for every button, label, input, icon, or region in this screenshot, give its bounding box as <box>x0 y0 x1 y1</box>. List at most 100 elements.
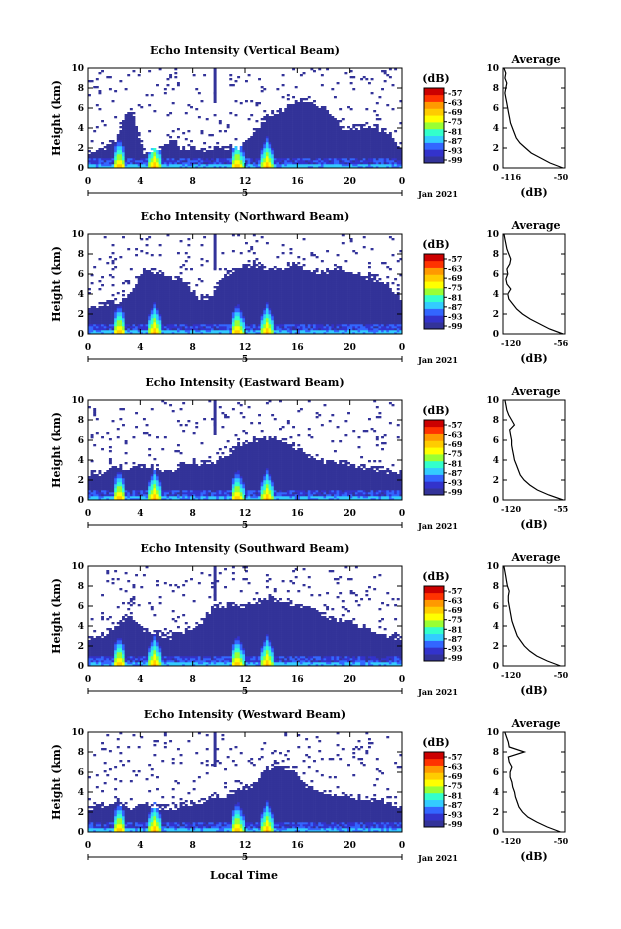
heatmap-cell <box>273 292 277 295</box>
heatmap-cell <box>229 290 233 293</box>
heatmap-cell <box>184 330 188 333</box>
heatmap-cell <box>357 140 361 143</box>
heatmap-cell <box>247 264 251 267</box>
heatmap-cell <box>263 136 267 139</box>
heatmap-cell <box>176 162 180 165</box>
heatmap-cell <box>265 272 269 275</box>
heatmap-cell <box>250 144 254 147</box>
heatmap-cell <box>234 146 238 149</box>
heatmap-cell <box>208 328 212 331</box>
heatmap-cell <box>273 164 277 167</box>
heatmap-cell <box>305 108 309 111</box>
heatmap-cell <box>305 314 309 317</box>
heatmap-cell <box>265 320 269 323</box>
heatmap-cell <box>320 152 324 155</box>
heatmap-cell <box>250 142 254 145</box>
heatmap-cell <box>276 122 280 125</box>
heatmap-cell <box>166 146 170 149</box>
heatmap-cell <box>190 298 193 301</box>
heatmap-cell <box>375 138 379 141</box>
heatmap-cell <box>150 286 154 289</box>
heatmap-cell <box>381 162 384 165</box>
heatmap-cell <box>226 300 230 303</box>
heatmap-cell <box>352 130 356 133</box>
heatmap-cell <box>305 288 309 291</box>
heatmap-cell <box>375 160 379 163</box>
heatmap-cell <box>187 328 191 331</box>
heatmap-cell <box>318 136 322 139</box>
heatmap-cell <box>122 306 125 309</box>
heatmap-cell <box>307 320 311 323</box>
heatmap-cell <box>271 110 275 113</box>
heatmap-cell <box>305 106 309 109</box>
heatmap-cell <box>153 156 157 159</box>
heatmap-cell <box>258 152 261 155</box>
heatmap-cell <box>294 156 298 159</box>
heatmap-cell <box>127 280 131 283</box>
heatmap-cell <box>328 140 332 143</box>
heatmap-cell <box>242 312 246 315</box>
heatmap-cell <box>294 266 298 269</box>
heatmap-cell <box>95 312 99 315</box>
heatmap-cell <box>315 166 319 169</box>
heatmap-cell <box>268 138 272 141</box>
heatmap-cell <box>305 276 309 279</box>
heatmap-cell <box>229 328 233 331</box>
heatmap-cell <box>258 278 261 281</box>
heatmap-cell <box>153 290 157 293</box>
heatmap-cell <box>320 316 324 319</box>
heatmap-cell <box>292 286 296 289</box>
heatmap-cell <box>163 278 167 281</box>
heatmap-cell <box>224 150 227 153</box>
heatmap-cell <box>331 88 335 91</box>
heatmap-cell <box>101 318 104 321</box>
heatmap-cell <box>305 306 309 309</box>
heatmap-cell <box>122 316 125 319</box>
heatmap-cell <box>260 144 264 147</box>
heatmap-cell <box>166 286 170 289</box>
heatmap-cell <box>386 74 390 77</box>
heatmap-cell <box>226 152 230 155</box>
heatmap-cell <box>103 310 107 313</box>
heatmap-cell <box>265 290 269 293</box>
heatmap-cell <box>132 158 136 161</box>
heatmap-cell <box>396 164 400 167</box>
heatmap-cell <box>101 310 104 313</box>
heatmap-cell <box>347 142 350 145</box>
heatmap-cell <box>176 314 180 317</box>
heatmap-cell <box>184 252 188 255</box>
heatmap-cell <box>289 302 293 305</box>
heatmap-cell <box>218 304 222 307</box>
heatmap-cell <box>187 298 191 301</box>
heatmap-cell <box>294 130 298 133</box>
heatmap-cell <box>161 290 165 293</box>
heatmap-cell <box>289 130 293 133</box>
heatmap-cell <box>192 316 196 319</box>
heatmap-cell <box>174 322 178 325</box>
heatmap-cell <box>318 292 322 295</box>
heatmap-cell <box>122 328 125 331</box>
heatmap-cell <box>98 328 102 331</box>
heatmap-cell <box>258 268 261 271</box>
heatmap-cell <box>163 282 167 285</box>
heatmap-cell <box>260 272 264 275</box>
heatmap-cell <box>297 146 301 149</box>
heatmap-cell <box>148 324 152 327</box>
heatmap-cell <box>98 158 102 161</box>
heatmap-cell <box>88 318 91 321</box>
heatmap-cell <box>281 144 285 147</box>
heatmap-cell <box>176 324 180 327</box>
heatmap-cell <box>169 310 173 313</box>
heatmap-cell <box>231 296 235 299</box>
heatmap-cell <box>320 154 324 157</box>
heatmap-cell <box>171 308 175 311</box>
heatmap-cell <box>239 306 243 309</box>
heatmap-cell <box>226 316 230 319</box>
heatmap-cell <box>140 284 144 287</box>
heatmap-cell <box>252 288 256 291</box>
heatmap-cell <box>95 308 99 311</box>
heatmap-cell <box>302 316 306 319</box>
heatmap-cell <box>271 142 275 145</box>
x-tick-label: 0 <box>399 177 405 187</box>
heatmap-cell <box>313 142 316 145</box>
